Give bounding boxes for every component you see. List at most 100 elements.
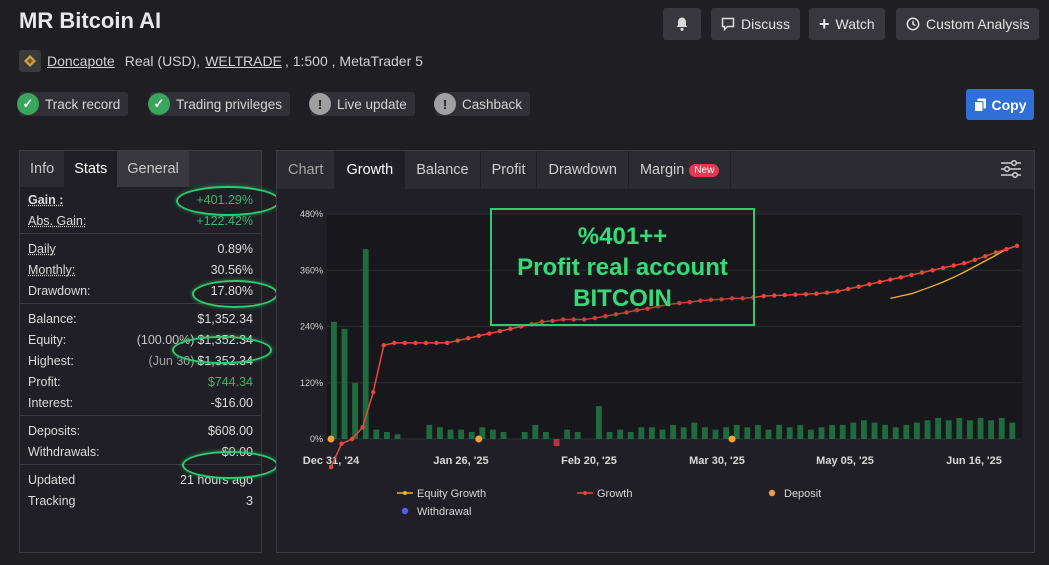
- annotation-box: %401++ Profit real account BITCOIN: [490, 208, 755, 326]
- legend-label: Deposit: [784, 488, 821, 500]
- growth-point: [814, 291, 819, 296]
- legend-swatch-dot: [403, 491, 407, 495]
- bar: [1009, 422, 1016, 439]
- tab-drawdown[interactable]: Drawdown: [537, 151, 629, 189]
- stat-label: Daily: [28, 241, 56, 256]
- tab-stats[interactable]: Stats: [64, 151, 118, 187]
- bar: [691, 422, 698, 439]
- legend-item[interactable]: Deposit: [768, 488, 821, 500]
- growth-point: [571, 317, 576, 322]
- chart-settings-button[interactable]: [1000, 159, 1022, 184]
- tab-profit[interactable]: Profit: [481, 151, 538, 189]
- bar: [988, 420, 995, 439]
- bar: [945, 420, 952, 439]
- bar: [755, 424, 761, 439]
- stat-value: 3: [246, 493, 253, 508]
- growth-point: [497, 328, 503, 334]
- stat-value: 0.89%: [217, 241, 253, 256]
- bar: [447, 429, 454, 439]
- growth-point: [434, 340, 439, 346]
- diamond-logo-icon: [24, 55, 36, 67]
- stat-label: Gain :: [28, 192, 64, 207]
- x-tick-label: Mar 30, '25: [689, 455, 745, 467]
- bar: [967, 420, 973, 439]
- bar: [468, 431, 475, 439]
- avatar[interactable]: [19, 50, 41, 72]
- tab-chart[interactable]: Chart: [277, 151, 336, 189]
- deposit-marker: [327, 435, 335, 443]
- growth-point: [835, 289, 840, 294]
- custom-analysis-button[interactable]: Custom Analysis: [896, 8, 1040, 40]
- bar: [384, 431, 390, 439]
- discuss-button[interactable]: Discuss: [711, 8, 801, 40]
- owner-link[interactable]: Doncapote: [47, 53, 115, 69]
- stat-label: Withdrawals:: [28, 444, 100, 459]
- bar: [500, 431, 507, 439]
- stats-group-deposits: Deposits: $608.00 Withdrawals: $0.00: [20, 416, 261, 465]
- legend-item[interactable]: Equity Growth: [397, 488, 486, 500]
- stat-label: Balance:: [28, 311, 77, 326]
- growth-point: [508, 326, 513, 332]
- y-tick-label: 480%: [300, 209, 323, 219]
- bar: [659, 429, 666, 439]
- legend-item[interactable]: Growth: [577, 488, 632, 500]
- tab-growth[interactable]: Growth: [335, 151, 406, 189]
- stat-abs-gain: Abs. Gain: +122.42%: [28, 210, 253, 231]
- annotation-line-3: BITCOIN: [573, 284, 672, 312]
- stat-profit: Profit: $744.34: [28, 371, 253, 392]
- check-icon: ✓: [17, 93, 39, 115]
- copy-button[interactable]: Copy: [966, 89, 1034, 120]
- chat-icon: [721, 17, 735, 31]
- stat-monthly: Monthly: 30.56%: [28, 259, 253, 280]
- bar: [998, 417, 1005, 439]
- bar: [458, 429, 465, 439]
- bar: [680, 427, 687, 439]
- legend-item[interactable]: Withdrawal: [401, 506, 472, 518]
- growth-point: [708, 297, 714, 302]
- legend-label: Withdrawal: [417, 506, 471, 518]
- bar: [861, 420, 867, 439]
- tab-info[interactable]: Info: [30, 161, 55, 177]
- growth-point: [381, 343, 386, 348]
- bar: [839, 424, 846, 439]
- legend-swatch: [768, 489, 776, 497]
- highlight-oval-monthly: [192, 280, 278, 308]
- check-icon: ✓: [148, 93, 170, 115]
- notification-button[interactable]: [663, 8, 701, 40]
- growth-point: [466, 336, 471, 341]
- stat-interest: Interest: -$16.00: [28, 392, 253, 413]
- badge-trading-privileges[interactable]: ✓ Trading privileges: [148, 92, 291, 116]
- growth-point: [1014, 243, 1020, 249]
- growth-point: [729, 296, 735, 301]
- badge-track-record[interactable]: ✓ Track record: [17, 92, 129, 116]
- growth-point: [856, 284, 861, 289]
- bar: [394, 434, 401, 439]
- watch-button[interactable]: + Watch: [809, 8, 885, 40]
- growth-point: [392, 340, 397, 346]
- growth-point: [444, 340, 450, 346]
- bar: [850, 422, 857, 439]
- broker-link[interactable]: WELTRADE: [205, 53, 282, 69]
- x-tick-label: Jan 26, '25: [433, 455, 488, 467]
- stat-value: +122.42%: [196, 213, 253, 228]
- bar: [649, 427, 655, 439]
- growth-point: [719, 297, 724, 302]
- tab-general[interactable]: General: [117, 151, 189, 187]
- badge-cashback[interactable]: ! Cashback: [434, 92, 531, 116]
- growth-point: [402, 340, 408, 346]
- growth-point: [888, 277, 893, 282]
- growth-point: [328, 464, 334, 470]
- badge-label: Trading privileges: [176, 96, 283, 112]
- highlight-oval-deposits: [182, 451, 278, 479]
- stat-label: Drawdown:: [28, 283, 91, 298]
- growth-point: [803, 291, 809, 297]
- growth-point: [455, 338, 460, 343]
- legend-label: Equity Growth: [417, 488, 486, 500]
- stat-label: Abs. Gain:: [28, 213, 87, 228]
- tab-margin[interactable]: Margin New: [629, 151, 732, 189]
- tab-balance[interactable]: Balance: [405, 151, 481, 189]
- badge-live-update[interactable]: ! Live update: [309, 92, 415, 116]
- deposit-marker: [728, 435, 736, 443]
- bar: [924, 420, 931, 439]
- stat-label: Profit:: [28, 374, 61, 389]
